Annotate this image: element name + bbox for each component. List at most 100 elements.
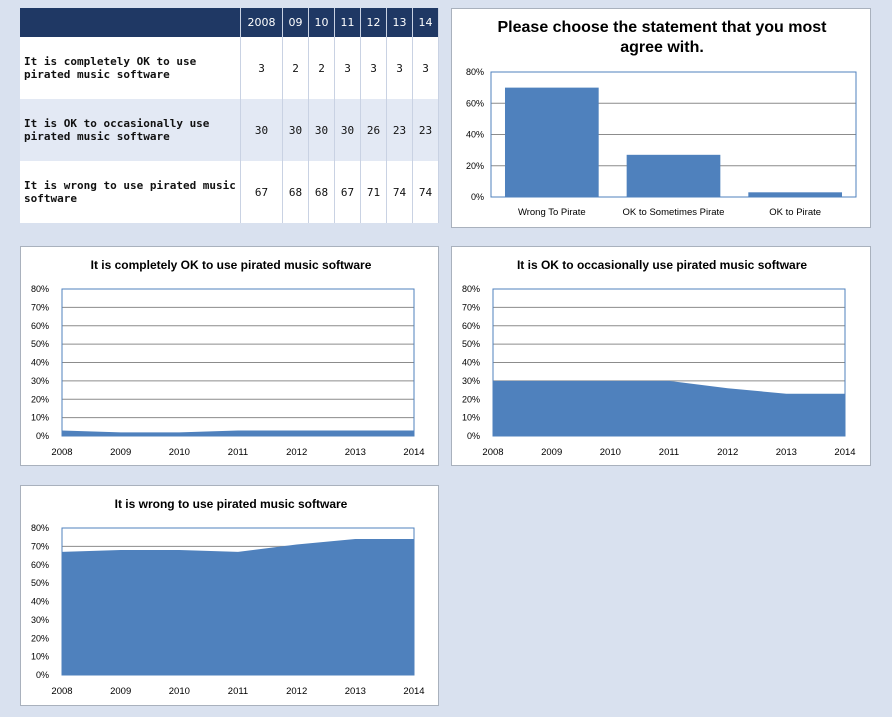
- table-cell: 30: [308, 99, 335, 161]
- bar: [748, 192, 843, 197]
- table-row: It is OK to occasionally use pirated mus…: [20, 99, 439, 161]
- y-tick-label: 40%: [466, 130, 484, 140]
- bar-chart: Please choose the statement that you mos…: [466, 19, 857, 218]
- x-tick-label: 2011: [228, 686, 248, 697]
- y-tick-label: 40%: [31, 597, 49, 607]
- x-tick-label: 2009: [110, 686, 131, 697]
- x-tick-label: 2014: [834, 447, 855, 458]
- bar: [504, 87, 599, 197]
- table-cell: 74: [386, 161, 413, 223]
- table-cell: 23: [412, 99, 439, 161]
- x-tick-label: 2012: [717, 447, 738, 458]
- x-tick-label: 2012: [286, 686, 307, 697]
- y-tick-label: 70%: [462, 302, 480, 312]
- y-tick-label: 0%: [467, 431, 480, 441]
- y-tick-label: 40%: [31, 358, 49, 368]
- table-cell: 67: [240, 161, 283, 223]
- x-tick-label: OK to Pirate: [769, 207, 821, 218]
- x-tick-label: 2010: [600, 447, 621, 458]
- data-table: 2008 09 10 11 12 13 14 It is completely …: [20, 8, 439, 223]
- table-cell: 74: [412, 161, 439, 223]
- y-tick-label: 30%: [462, 376, 480, 386]
- area-series: [493, 380, 845, 436]
- x-tick-label: 2008: [51, 447, 72, 458]
- chart-title: It is OK to occasionally use pirated mus…: [517, 258, 807, 272]
- table-header-cell: 12: [360, 8, 387, 37]
- x-tick-label: 2011: [659, 447, 679, 458]
- table-row: It is completely OK to use pirated music…: [20, 37, 439, 99]
- y-tick-label: 30%: [31, 615, 49, 625]
- y-tick-label: 40%: [462, 358, 480, 368]
- y-tick-label: 20%: [462, 394, 480, 404]
- area-chart-panel-1: It is completely OK to use pirated music…: [20, 246, 439, 466]
- x-tick-label: 2010: [169, 447, 190, 458]
- y-tick-label: 50%: [31, 339, 49, 349]
- table-header-cell: 09: [282, 8, 309, 37]
- row-label: It is completely OK to use pirated music…: [20, 37, 241, 99]
- table-header-cell: 2008: [240, 8, 283, 37]
- table-cell: 26: [360, 99, 387, 161]
- y-tick-label: 20%: [31, 394, 49, 404]
- x-tick-label: 2013: [345, 686, 366, 697]
- x-tick-label: 2013: [345, 447, 366, 458]
- area-series: [62, 539, 414, 675]
- y-tick-label: 70%: [31, 541, 49, 551]
- table-cell: 3: [334, 37, 361, 99]
- table-cell: 68: [308, 161, 335, 223]
- y-tick-label: 20%: [466, 161, 484, 171]
- x-tick-label: 2013: [776, 447, 797, 458]
- plot-area: [61, 288, 415, 437]
- y-tick-label: 30%: [31, 376, 49, 386]
- area-chart-panel-3: It is wrong to use pirated music softwar…: [20, 485, 439, 706]
- bar: [626, 154, 721, 197]
- plot-area: [61, 527, 415, 676]
- x-tick-label: 2010: [169, 686, 190, 697]
- x-tick-label: 2011: [228, 447, 248, 458]
- table-cell: 71: [360, 161, 387, 223]
- y-tick-label: 80%: [31, 284, 49, 294]
- y-tick-label: 60%: [462, 321, 480, 331]
- table-cell: 30: [240, 99, 283, 161]
- area-series: [62, 430, 414, 436]
- x-tick-label: 2008: [482, 447, 503, 458]
- y-tick-label: 0%: [36, 670, 49, 680]
- table-row: It is wrong to use pirated music softwar…: [20, 161, 439, 223]
- x-tick-label: 2009: [110, 447, 131, 458]
- x-tick-label: 2008: [51, 686, 72, 697]
- area-chart-panel-2: It is OK to occasionally use pirated mus…: [451, 246, 871, 466]
- chart-title: It is completely OK to use pirated music…: [91, 258, 372, 272]
- bar-chart-panel: Please choose the statement that you mos…: [451, 8, 871, 228]
- y-tick-label: 0%: [36, 431, 49, 441]
- y-tick-label: 10%: [31, 652, 49, 662]
- y-tick-label: 20%: [31, 633, 49, 643]
- table-cell: 3: [386, 37, 413, 99]
- table-header-row: 2008 09 10 11 12 13 14: [20, 8, 439, 37]
- y-tick-label: 80%: [31, 523, 49, 533]
- table-cell: 68: [282, 161, 309, 223]
- table-cell: 3: [412, 37, 439, 99]
- y-tick-label: 0%: [471, 192, 484, 202]
- table-cell: 30: [334, 99, 361, 161]
- y-tick-label: 80%: [466, 67, 484, 77]
- table-cell: 23: [386, 99, 413, 161]
- x-tick-label: Wrong To Pirate: [518, 207, 586, 218]
- x-tick-label: 2012: [286, 447, 307, 458]
- area-chart-wrong: It is wrong to use pirated music softwar…: [31, 497, 425, 697]
- table-cell: 3: [360, 37, 387, 99]
- table-header-cell: 11: [334, 8, 361, 37]
- table-cell: 2: [282, 37, 309, 99]
- table-header-cell: 13: [386, 8, 413, 37]
- y-tick-label: 10%: [462, 413, 480, 423]
- table-cell: 67: [334, 161, 361, 223]
- chart-title-line: Please choose the statement that you mos…: [498, 19, 828, 36]
- plot-area: [492, 288, 846, 437]
- y-tick-label: 50%: [31, 578, 49, 588]
- area-chart-completely-ok: It is completely OK to use pirated music…: [31, 258, 425, 458]
- x-tick-label: 2014: [403, 686, 424, 697]
- area-chart-occasionally-ok: It is OK to occasionally use pirated mus…: [462, 258, 856, 458]
- table-header-cell: 10: [308, 8, 335, 37]
- row-label: It is wrong to use pirated music softwar…: [20, 161, 241, 223]
- y-tick-label: 80%: [462, 284, 480, 294]
- table-cell: 2: [308, 37, 335, 99]
- y-tick-label: 10%: [31, 413, 49, 423]
